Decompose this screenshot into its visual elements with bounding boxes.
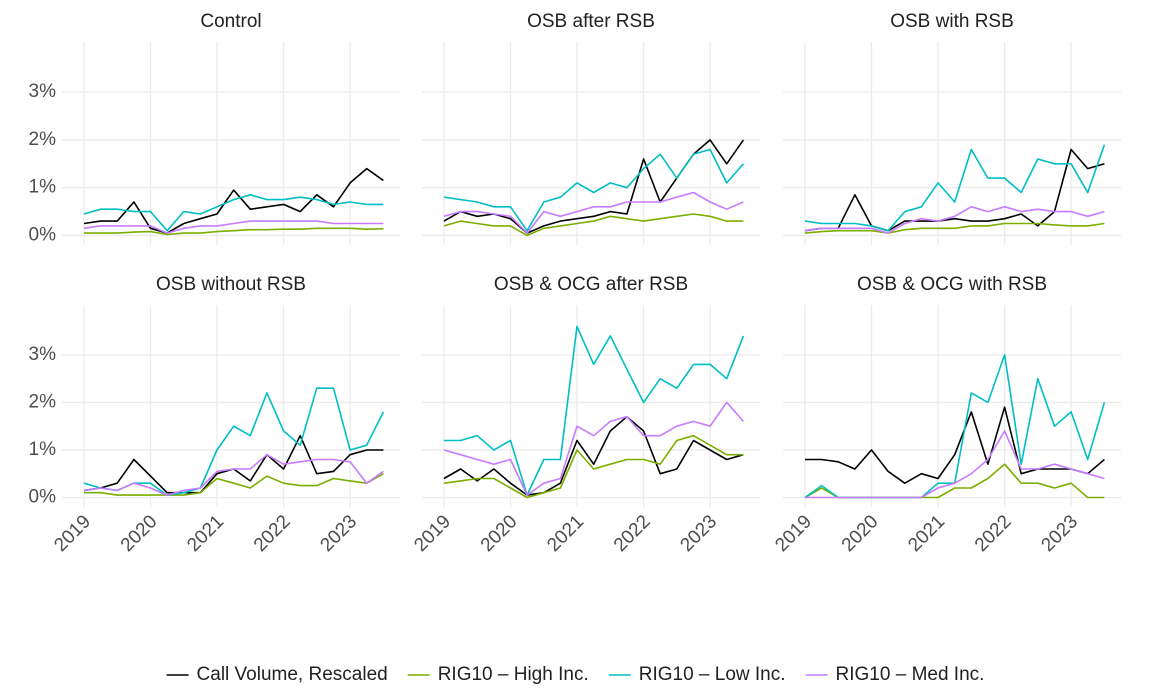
y-tick-label: 3% [29,344,57,365]
facet-title: OSB after RSB [527,11,655,32]
facet-title: OSB with RSB [890,11,1014,32]
series-line [804,206,1105,234]
facet-title: OSB & OCG after RSB [494,274,688,295]
x-tick-label: 2019 [50,511,95,556]
y-tick-label: 0% [29,224,57,245]
x-tick-label: 2021 [904,511,949,556]
x-tick-label: 2023 [1037,511,1082,556]
series-line [83,453,384,496]
series-line [804,354,1106,499]
series-line [804,222,1105,234]
series-line [443,139,745,234]
x-tick-label: 2019 [410,511,455,556]
facet: OSB & OCG after RSB 2019 2020 2021 2022 2023 [410,274,760,556]
series-line [443,148,745,232]
y-tick-label: 0% [29,487,57,508]
series-line [805,430,1105,499]
facet: OSB with RSB [783,11,1121,245]
x-tick-label: 2022 [610,511,655,556]
series-line [804,148,1105,232]
legend-label: Call Volume, Rescaled [197,664,388,685]
series-line [443,213,744,237]
x-tick-label: 2022 [971,511,1016,556]
legend-label: RIG10 – Med Inc. [836,664,985,685]
series-line [83,220,384,234]
x-tick-label: 2022 [250,511,295,556]
series-line [804,144,1106,232]
facet-title: Control [200,11,261,32]
series-line [444,325,745,496]
y-tick-label: 3% [29,81,57,102]
series-line [443,191,744,234]
x-tick-label: 2020 [838,511,883,556]
facet: OSB without RSB 0% 1% 2% 3% 2019 2020 2021 2022 2… [29,274,400,556]
y-tick-label: 2% [29,129,57,150]
x-tick-label: 2023 [676,511,721,556]
series-line [84,227,384,236]
x-tick-label: 2023 [316,511,361,556]
x-tick-label: 2019 [771,511,816,556]
y-tick-label: 1% [29,439,57,460]
x-tick-label: 2020 [477,511,522,556]
series-line [83,434,384,494]
x-tick-label: 2021 [183,511,228,556]
facet-title: OSB without RSB [156,274,306,295]
facet: OSB after RSB [422,11,760,245]
series-line [84,473,384,496]
series-line [83,194,384,232]
y-tick-label: 1% [29,177,57,198]
series-line [443,415,744,496]
legend-label: RIG10 – High Inc. [438,664,589,685]
x-tick-label: 2020 [117,511,162,556]
x-tick-label: 2021 [543,511,588,556]
facet-title: OSB & OCG with RSB [857,274,1047,295]
series-line [83,167,384,234]
series-line [805,406,1105,484]
legend-label: RIG10 – Low Inc. [639,664,786,685]
y-tick-label: 2% [29,391,57,412]
facet: Control 0% 1% 2% 3% [29,11,400,245]
series-line [443,434,744,499]
series-line [443,401,745,496]
legend: Call Volume, Rescaled RIG10 – High Inc. RI… [166,664,985,685]
